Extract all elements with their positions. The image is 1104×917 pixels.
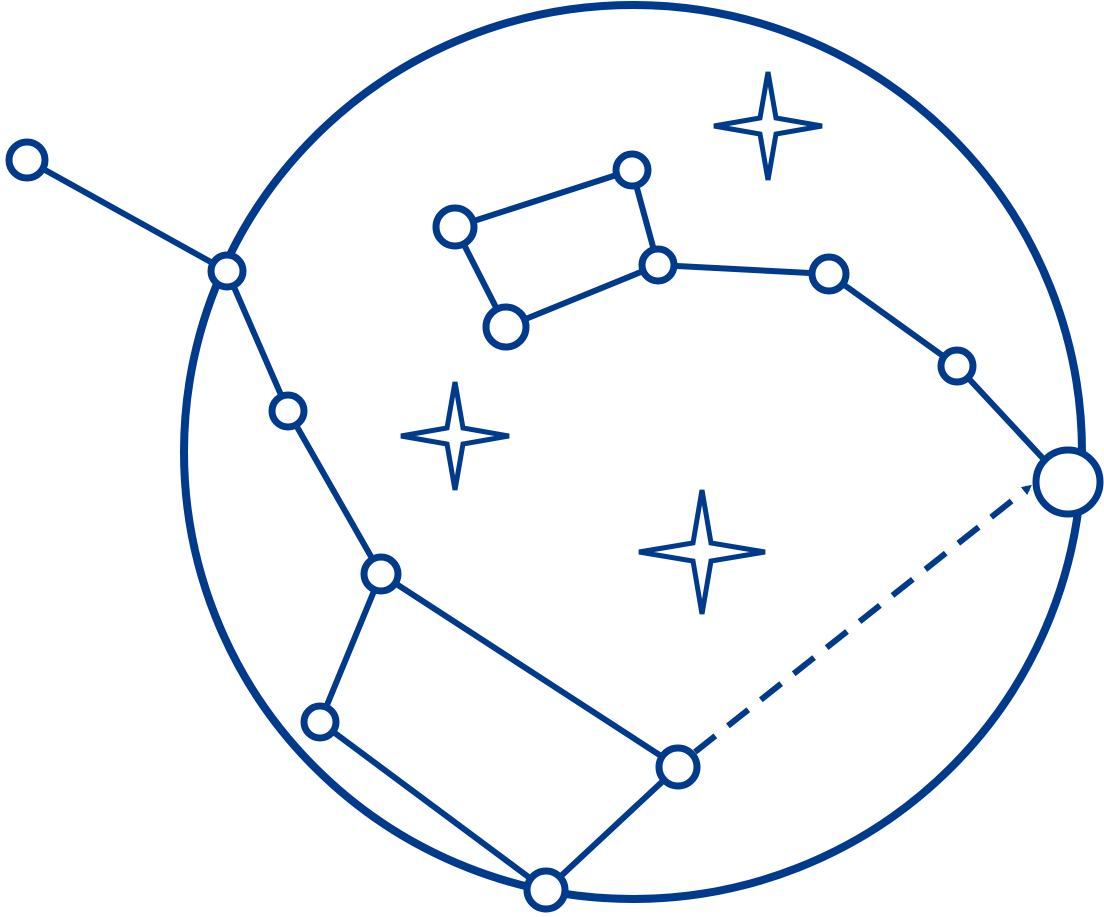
- star-node: [523, 867, 569, 913]
- star-node: [207, 251, 247, 291]
- dashed-arrow: [693, 484, 1032, 755]
- star-node: [937, 346, 977, 386]
- star-node: [268, 391, 308, 431]
- edge: [317, 719, 549, 893]
- edge: [317, 571, 384, 725]
- edge: [503, 262, 661, 330]
- star-node: [300, 702, 340, 742]
- sparkle: [713, 71, 823, 181]
- star-node: [360, 553, 402, 595]
- edge: [655, 262, 832, 277]
- star-node: [432, 204, 478, 250]
- edge: [452, 167, 635, 230]
- edge: [24, 157, 230, 274]
- edge: [285, 408, 384, 577]
- star-node: [808, 253, 850, 295]
- sky-circle: [180, 1, 1086, 903]
- sparkle: [638, 489, 766, 615]
- edge: [378, 571, 681, 770]
- edge: [543, 764, 681, 893]
- star-node: [638, 245, 678, 285]
- edge: [224, 268, 291, 414]
- star-node: [482, 303, 530, 351]
- edge: [826, 271, 960, 369]
- target-star: [1032, 446, 1104, 518]
- sparkle: [400, 381, 510, 491]
- edge: [954, 363, 1053, 469]
- star-node: [612, 150, 652, 190]
- stars: [5, 138, 1104, 913]
- star-node: [655, 744, 701, 790]
- sparkles: [400, 71, 823, 615]
- star-node: [5, 138, 49, 182]
- constellation-lines: [24, 157, 1053, 893]
